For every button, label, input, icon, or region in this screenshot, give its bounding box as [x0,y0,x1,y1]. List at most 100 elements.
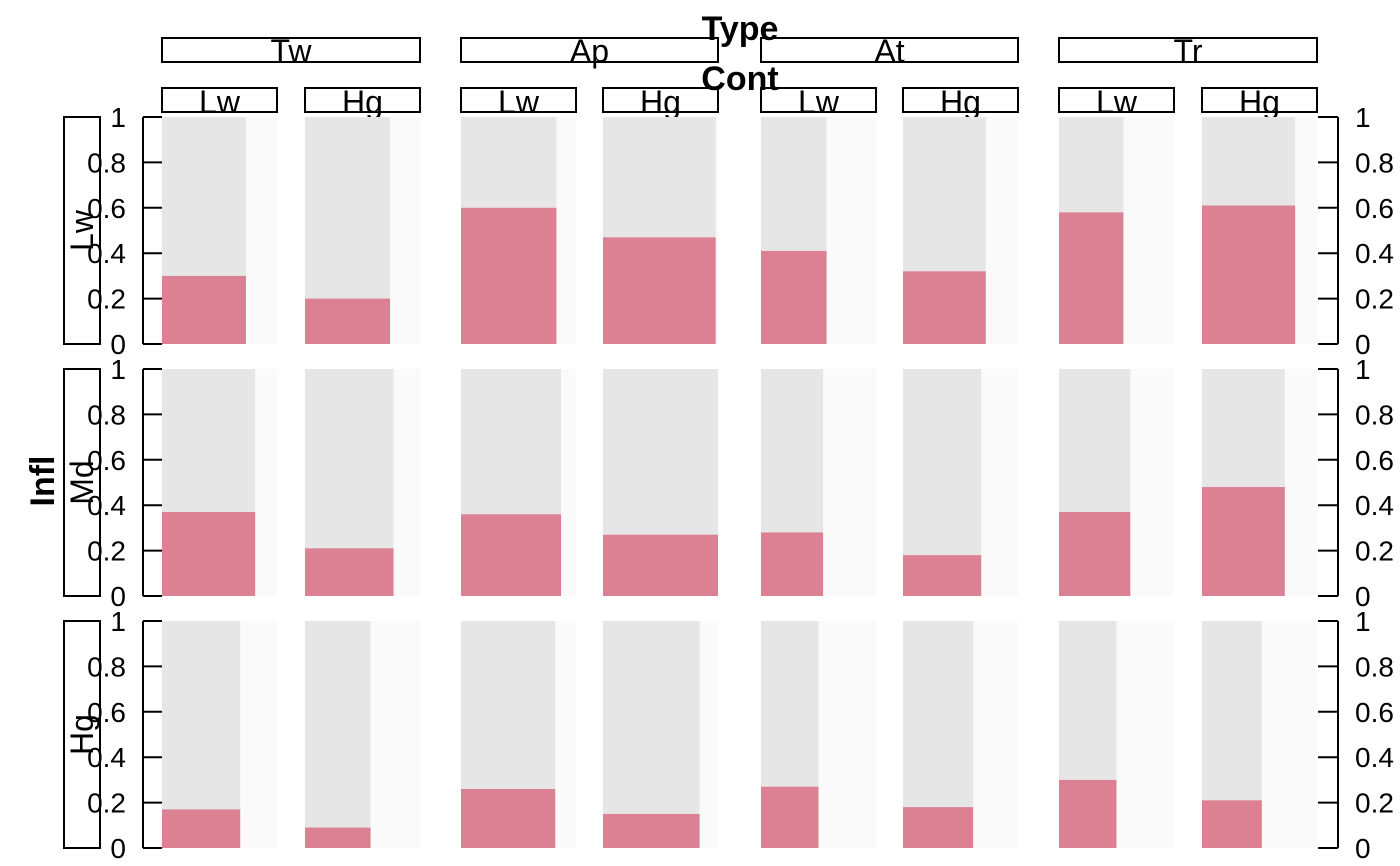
cont-strip-at-lw [760,87,877,113]
y-tick-label-left: 1 [110,102,126,133]
y-tick-label-left: 0 [110,833,126,864]
y-tick-label-right: 0.2 [1355,284,1394,315]
cont-strip-label: Lw [498,84,540,120]
cont-strip-tw-hg [304,87,421,113]
bar-value [162,275,246,344]
cont-strip-ap-lw [460,87,577,113]
bar-value [1202,487,1285,596]
y-tick-label-right: 0.8 [1355,399,1394,430]
type-strip-tr [1058,37,1318,63]
bar-value [305,548,394,596]
type-strip-ap [460,37,719,63]
bar-value [603,813,700,848]
panel-md-tw-hg [305,369,420,596]
panel-md-tr-hg [1202,369,1317,596]
infl-strip-lw [63,116,101,345]
bar-value [603,534,718,596]
panel-md-ap-lw [461,369,576,596]
type-strip-label-ap: Ap [570,33,609,69]
infl-strip-label-lw: Lw [64,209,100,251]
type-strips: Tw Ap At Tr [161,33,1318,69]
bar-background [603,621,700,848]
panel-hg-at-lw [761,621,876,848]
panel-lw-tw-lw [162,117,277,344]
cont-strip-label: Lw [1096,84,1138,120]
y-tick-label-left: 0.2 [87,284,126,315]
cont-strip-label: Hg [640,84,681,120]
y-tick-label-left: 0.6 [87,445,126,476]
y-tick-label-left: 0.6 [87,697,126,728]
cont-strip-ap-hg [602,87,719,113]
panel-lw-tr-lw [1059,117,1174,344]
panel-lw-at-lw [761,117,876,344]
bar-value [761,532,824,596]
y-tick-label-right: 1 [1355,606,1371,637]
bar-background [305,621,371,848]
bar-value [1059,779,1117,848]
y-tick-label-left: 0.8 [87,399,126,430]
cont-strip-tr-lw [1058,87,1175,113]
y-tick-label-right: 0 [1355,329,1371,360]
panel-lw-at-hg [903,117,1018,344]
bar-value [761,250,827,344]
bar-value [1202,800,1262,848]
panels [162,117,1317,848]
type-strip-at [760,37,1019,63]
panel-md-at-lw [761,369,876,596]
bar-value [1059,512,1131,596]
y-tick-label-right: 0.6 [1355,697,1394,728]
y-axis-left: 00.20.40.60.8100.20.40.60.8100.20.40.60.… [87,102,162,864]
y-axis-right: 00.20.40.60.8100.20.40.60.8100.20.40.60.… [1318,102,1394,864]
x-outer-title: Type [702,10,779,48]
type-strip-label-tw: Tw [271,33,313,69]
y-tick-label-left: 0.4 [87,742,126,773]
panel-lw-tw-hg [305,117,420,344]
cont-strip-label: Hg [940,84,981,120]
panel-hg-tr-lw [1059,621,1174,848]
panel-md-at-hg [903,369,1018,596]
bar-value [461,207,557,344]
bar-value [903,555,982,596]
type-strip-label-at: At [874,33,904,69]
bar-value [305,827,371,848]
panel-lw-ap-hg [603,117,718,344]
y-tick-label-right: 0.6 [1355,193,1394,224]
y-tick-label-right: 0.4 [1355,742,1394,773]
panel-hg-ap-hg [603,621,718,848]
bar-value [162,809,241,848]
infl-strip-hg [63,620,101,849]
cont-strip-tr-hg [1201,87,1318,113]
panel-hg-at-hg [903,621,1018,848]
y-tick-label-left: 0.2 [87,536,126,567]
y-tick-label-right: 0.2 [1355,536,1394,567]
cont-strips: Lw Hg Lw Hg Lw Hg Lw Hg [161,84,1318,120]
panel-hg-tr-hg [1202,621,1317,848]
bar-value [761,786,819,848]
bar-value [461,788,556,848]
y-tick-label-right: 1 [1355,102,1371,133]
y-tick-label-left: 0.8 [87,651,126,682]
panel-lw-ap-lw [461,117,576,344]
cont-strip-label: Hg [342,84,383,120]
y-tick-label-right: 0.4 [1355,490,1394,521]
y-tick-label-left: 0.2 [87,788,126,819]
type-strip-label-tr: Tr [1173,33,1202,69]
panel-hg-tw-hg [305,621,420,848]
y-tick-label-left: 0.4 [87,490,126,521]
y-tick-label-right: 0.8 [1355,651,1394,682]
bar-value [461,514,562,596]
panel-hg-ap-lw [461,621,576,848]
cont-strip-label: Lw [798,84,840,120]
y-tick-label-right: 0.8 [1355,147,1394,178]
panel-lw-tr-hg [1202,117,1317,344]
infl-strip-md [63,368,101,597]
panel-hg-tw-lw [162,621,277,848]
y-tick-label-left: 0 [110,329,126,360]
y-tick-label-left: 1 [110,354,126,385]
cont-strip-tw-lw [161,87,278,113]
y-tick-label-left: 1 [110,606,126,637]
y-tick-label-right: 0.2 [1355,788,1394,819]
y-tick-label-right: 0 [1355,833,1371,864]
bar-value [162,512,256,596]
